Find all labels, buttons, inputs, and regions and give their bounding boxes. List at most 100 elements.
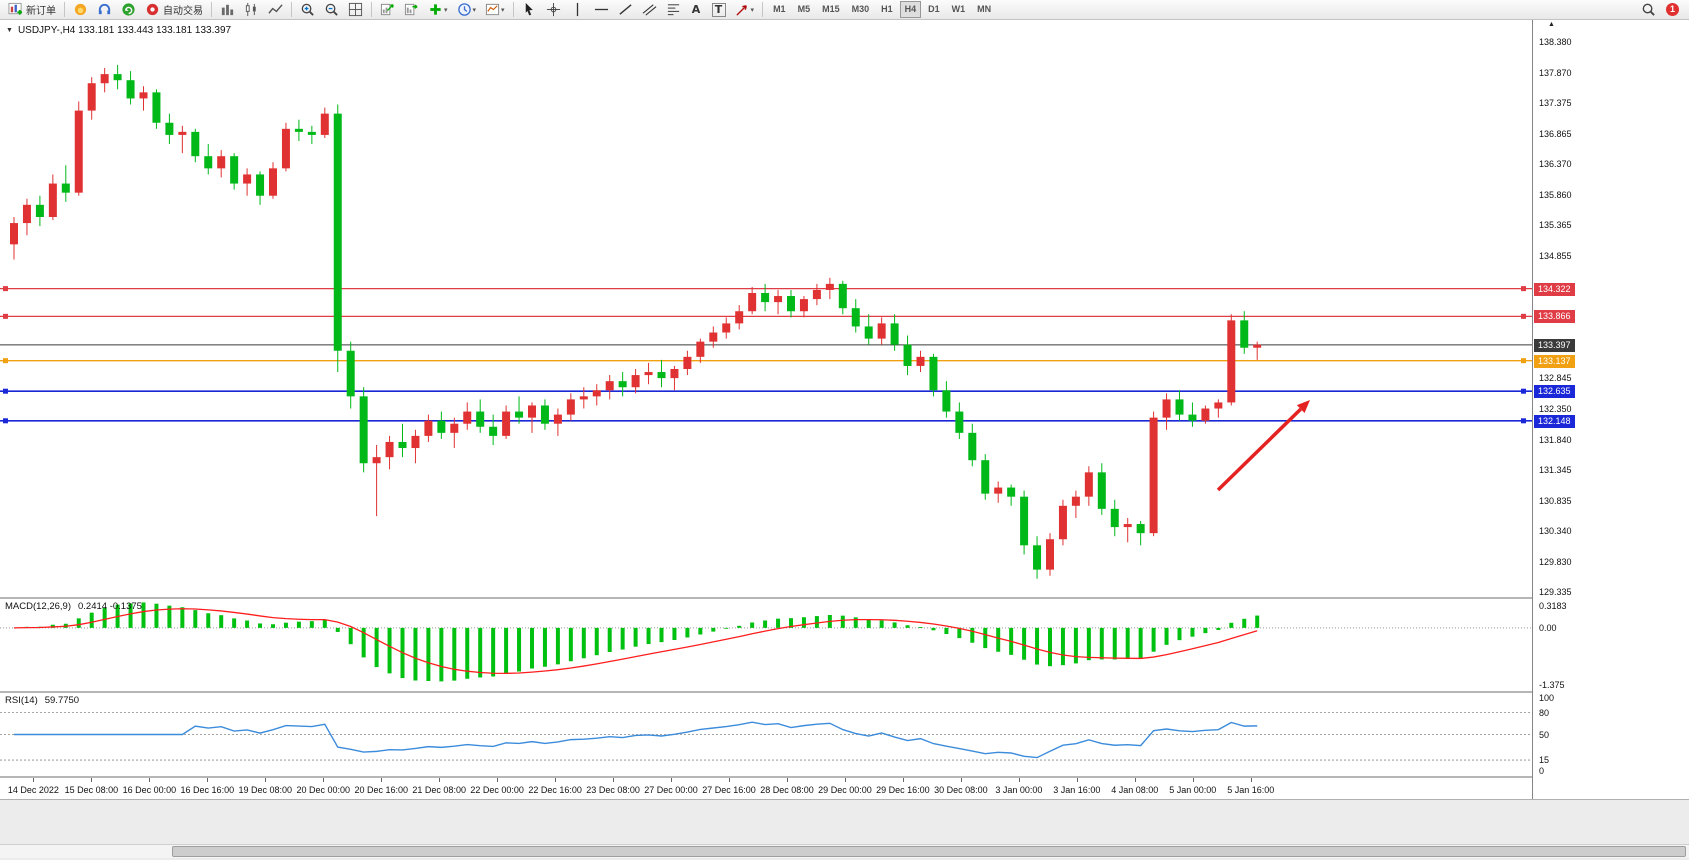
time-tick (671, 778, 673, 782)
time-tick (729, 778, 731, 782)
headset-icon (98, 3, 111, 15)
chart-dropdown-icon[interactable]: ▼ (6, 27, 13, 34)
rsi-panel[interactable] (0, 693, 1532, 776)
price-axis[interactable]: ▲ 138.380 137.870 137.375 136.865 136.370 135… (1532, 20, 1689, 799)
tile-windows-icon (348, 2, 363, 17)
vertical-line-icon (576, 2, 578, 17)
indicators-button[interactable]: ▾ (424, 1, 452, 19)
timeframe-h1[interactable]: H1 (881, 4, 893, 14)
scrollbar-thumb[interactable] (172, 846, 1686, 857)
time-axis-label: 29 Dec 00:00 (818, 785, 872, 795)
time-axis-label: 16 Dec 00:00 (122, 785, 177, 795)
timeframe-d1[interactable]: D1 (928, 4, 940, 14)
price-chart[interactable] (0, 20, 1532, 597)
timeframe-h4[interactable]: H4 (899, 1, 922, 18)
time-axis[interactable]: 14 Dec 2022 15 Dec 08:00 16 Dec 00:00 16 De… (0, 778, 1532, 799)
timeframe-m1[interactable]: M1 (773, 4, 786, 14)
time-tick (91, 778, 93, 782)
fibonacci-icon (667, 4, 679, 16)
rsi-axis-label: 15 (1539, 755, 1550, 766)
channel-button[interactable] (638, 1, 661, 19)
crosshair-button[interactable] (542, 1, 565, 19)
chevron-down-icon: ▾ (501, 6, 505, 14)
refresh-button[interactable] (117, 1, 140, 19)
trendline-icon (619, 4, 632, 15)
vertical-line-button[interactable] (566, 1, 589, 19)
panel-resize-handle[interactable] (0, 776, 1689, 778)
time-axis-label: 14 Dec 2022 (7, 785, 59, 795)
panel-resize-handle[interactable] (0, 691, 1689, 693)
time-tick (786, 778, 788, 782)
chevron-down-icon: ▾ (750, 6, 755, 14)
horizontal-line-icon (594, 8, 608, 11)
chevron-down-icon: ▾ (444, 6, 448, 14)
search-button[interactable] (1637, 1, 1660, 19)
time-axis-label: 30 Dec 08:00 (934, 785, 988, 795)
tile-windows-button[interactable] (344, 1, 367, 19)
favorites-button[interactable] (69, 1, 92, 19)
timeframe-mn[interactable]: MN (977, 4, 992, 14)
scroll-to-end-icon[interactable]: ▲ (1548, 21, 1555, 28)
bar-chart-button[interactable] (216, 1, 239, 19)
price-line-label: 134.322 (1534, 282, 1575, 296)
separator (512, 2, 514, 17)
timeframe-w1[interactable]: W1 (951, 4, 966, 14)
price-axis-label: 129.335 (1539, 586, 1572, 597)
zoom-out-button[interactable] (320, 1, 343, 19)
autotrading-label: 自动交易 (163, 6, 203, 17)
fibonacci-button[interactable] (662, 1, 685, 19)
chevron-down-icon: ▾ (472, 6, 477, 14)
macd-label: MACD(12,26,9) (5, 601, 71, 612)
chart-shift-button[interactable] (400, 1, 423, 19)
panel-resize-handle[interactable] (0, 597, 1689, 599)
horizontal-scrollbar[interactable] (0, 844, 1689, 858)
arrows-tool-button[interactable]: ▾ (731, 1, 759, 19)
line-chart-button[interactable] (264, 1, 287, 19)
time-axis-label: 4 Jan 08:00 (1111, 785, 1159, 795)
price-line-label: 133.866 (1534, 310, 1575, 324)
time-tick (1018, 778, 1020, 782)
bottom-strip (0, 799, 1689, 860)
macd-panel[interactable] (0, 599, 1532, 691)
candlestick-icon (245, 2, 256, 17)
time-axis-label: 20 Dec 00:00 (296, 785, 351, 795)
cursor-button[interactable] (518, 1, 541, 19)
refresh-icon (122, 3, 135, 16)
timeframe-m5[interactable]: M5 (797, 4, 811, 14)
time-axis-label: 22 Dec 00:00 (470, 785, 524, 795)
new-order-icon (8, 2, 23, 15)
time-axis-label: 27 Dec 00:00 (644, 785, 698, 795)
channel-icon (642, 4, 656, 16)
fire-icon (74, 3, 87, 16)
zoom-in-button[interactable] (296, 1, 319, 19)
candlestick-chart-button[interactable] (240, 1, 263, 19)
price-line-label: 132.635 (1534, 385, 1575, 399)
price-line-label: 133.137 (1534, 354, 1575, 368)
separator (371, 2, 372, 17)
clock-icon (457, 3, 471, 16)
toolbar-right-group: 1 (1637, 1, 1685, 19)
templates-button[interactable]: ▾ (481, 1, 509, 19)
timeframe-m30[interactable]: M30 (851, 4, 870, 14)
rsi-axis-label: 100 (1539, 693, 1555, 703)
periods-button[interactable]: ▾ (453, 1, 481, 19)
time-tick (33, 778, 35, 782)
time-axis-label: 5 Jan 16:00 (1227, 785, 1275, 795)
price-axis-label: 130.340 (1539, 525, 1572, 536)
timeframe-m15[interactable]: M15 (822, 4, 840, 14)
horizontal-line-button[interactable] (590, 1, 613, 19)
text-label-button[interactable]: T (708, 1, 730, 19)
rsi-axis-label: 0 (1539, 766, 1545, 776)
auto-scroll-button[interactable] (376, 1, 399, 19)
notification-badge[interactable]: 1 (1666, 3, 1679, 16)
text-tool-button[interactable]: A (686, 1, 707, 19)
price-axis-label: 136.370 (1539, 159, 1572, 170)
autotrading-button[interactable]: 自动交易 (141, 1, 207, 19)
time-tick (149, 778, 151, 782)
new-order-button[interactable]: 新订单 (4, 1, 60, 19)
support-button[interactable] (93, 1, 116, 19)
trendline-button[interactable] (614, 1, 637, 19)
time-tick (613, 778, 615, 782)
rsi-title: RSI(14) 59.7750 (5, 695, 79, 706)
